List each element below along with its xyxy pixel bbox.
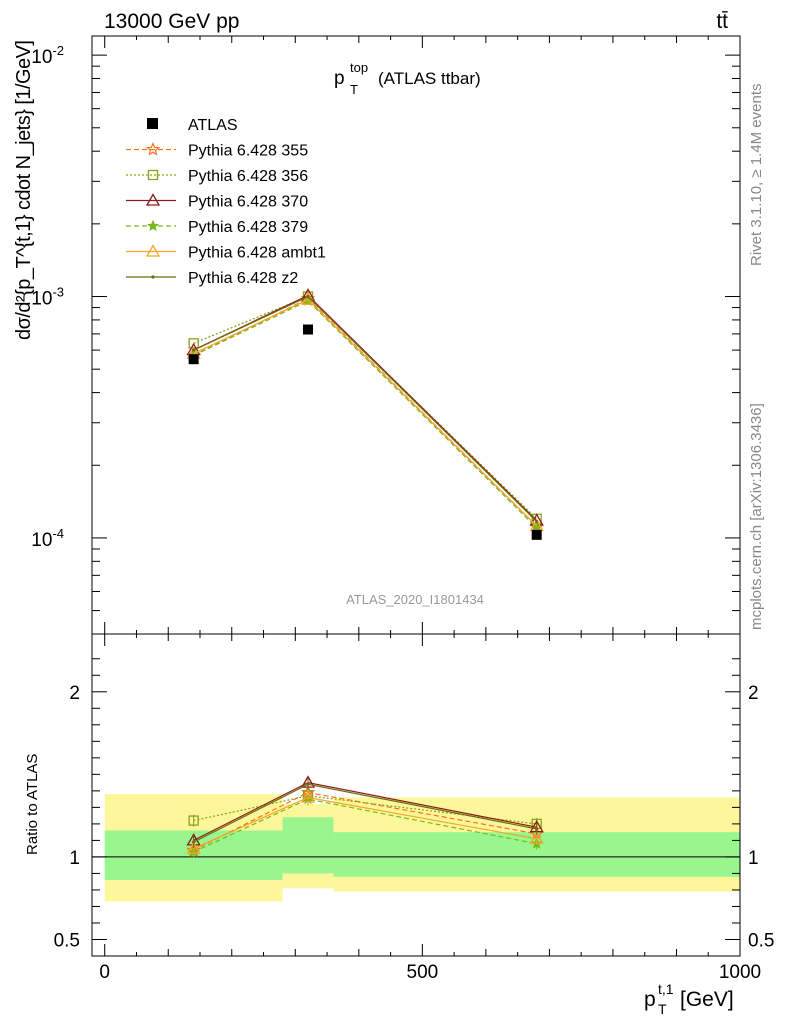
ratio-point xyxy=(306,782,310,786)
ratio-point xyxy=(300,790,316,803)
series-line xyxy=(193,297,538,527)
legend-marker xyxy=(151,275,155,279)
ratio-y-axis-label: Ratio to ATLAS xyxy=(24,754,41,855)
x-axis-label-rest: [GeV] xyxy=(680,988,734,1011)
ratio-point xyxy=(186,841,201,854)
atlas-data-point xyxy=(531,529,542,540)
legend-label: Pythia 6.428 z2 xyxy=(188,270,298,287)
legend-marker xyxy=(145,244,161,257)
y-tick-label: 10-2 xyxy=(31,43,64,68)
ratio-y-tick-label-right: 0.5 xyxy=(748,930,774,951)
atlas-data-point xyxy=(303,324,313,335)
ratio-y-tick-label: 1 xyxy=(69,848,80,869)
x-axis-label: p t,1 T [GeV] xyxy=(644,981,734,1017)
series-line xyxy=(193,298,538,527)
header-right: tt̄ xyxy=(716,10,728,33)
x-axis-label-sub: T xyxy=(658,1001,667,1017)
ratio-y-tick-label: 0.5 xyxy=(54,930,80,951)
legend-label: Pythia 6.428 ambt1 xyxy=(188,245,326,262)
ratio-frame xyxy=(91,633,741,957)
ratio-point xyxy=(529,831,544,844)
legend-label: Pythia 6.428 355 xyxy=(188,143,308,160)
legend-marker xyxy=(146,219,160,232)
x-tick-label: 500 xyxy=(407,962,439,983)
ratio-point xyxy=(192,840,196,844)
x-tick-label: 0 xyxy=(99,962,110,983)
atlas-data-point xyxy=(188,354,199,365)
ratio-y-tick-label: 2 xyxy=(69,683,80,704)
legend: ATLAS Pythia 6.428 355 Pythia 6.428 356 Pyt… xyxy=(126,117,326,287)
x-axis-label-sup: t,1 xyxy=(658,981,674,997)
rivet-label: Rivet 3.1.10, ≥ 1.4M events xyxy=(748,83,765,267)
y-tick-label-exponent: -4 xyxy=(52,526,64,541)
header-left: 13000 GeV pp xyxy=(104,10,239,33)
legend-marker xyxy=(145,141,161,156)
chart-title-sub: T xyxy=(350,82,358,97)
legend-atlas-marker xyxy=(147,118,158,129)
legend-marker xyxy=(147,169,159,181)
series-point xyxy=(535,519,539,524)
legend-label: Pythia 6.428 356 xyxy=(188,168,308,185)
chart-title: ptop T(ATLAS ttbar) xyxy=(334,60,481,97)
analysis-watermark: ATLAS_2020_I1801434 xyxy=(346,592,484,607)
ratio-series-line xyxy=(193,798,537,853)
ratio-inner-band xyxy=(282,817,334,874)
chart-title-rest: (ATLAS ttbar) xyxy=(378,69,481,88)
legend-atlas-label: ATLAS xyxy=(188,117,238,134)
legend-label: Pythia 6.428 379 xyxy=(188,219,308,236)
ratio-y-tick-label-right: 1 xyxy=(748,848,759,869)
mcplots-label: mcplots.cern.ch [arXiv:1306.3436] xyxy=(748,403,765,630)
ratio-point xyxy=(535,827,539,831)
ratio-y-tick-label-right: 2 xyxy=(748,683,759,704)
legend-label: Pythia 6.428 370 xyxy=(188,194,308,211)
series-point xyxy=(306,294,310,299)
y-tick-label: 10-4 xyxy=(31,526,64,551)
y-tick-label-exponent: -2 xyxy=(52,43,64,58)
legend-marker xyxy=(145,193,161,206)
chart-title-sup: top xyxy=(350,60,368,75)
series-point xyxy=(192,348,196,352)
y-tick-label-exponent: -3 xyxy=(52,285,64,300)
series-line xyxy=(193,300,538,529)
y-tick-label: 10-3 xyxy=(31,285,64,310)
x-tick-label: 1000 xyxy=(719,962,761,983)
y-axis-label: dσ/d²{p_T^{t,1} cdot N_jets} [1/GeV] xyxy=(13,40,35,340)
ratio-point xyxy=(188,815,199,826)
